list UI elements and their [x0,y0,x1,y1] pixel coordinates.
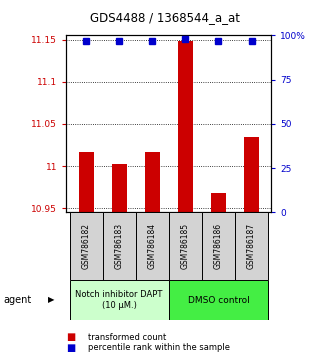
Bar [244,137,259,212]
Bar [211,193,226,212]
Bar [178,41,193,212]
Text: GSM786185: GSM786185 [181,223,190,269]
Bar [70,280,169,320]
Text: GSM786182: GSM786182 [81,223,91,269]
Text: transformed count: transformed count [88,332,166,342]
Bar [145,152,160,212]
Text: GDS4488 / 1368544_a_at: GDS4488 / 1368544_a_at [90,11,241,24]
Bar [169,212,202,280]
Text: Notch inhibitor DAPT
(10 μM.): Notch inhibitor DAPT (10 μM.) [75,290,163,310]
Text: DMSO control: DMSO control [188,296,249,304]
Text: ■: ■ [66,343,75,353]
Bar [79,152,94,212]
Bar [103,212,136,280]
Text: GSM786184: GSM786184 [148,223,157,269]
Text: GSM786186: GSM786186 [214,223,223,269]
Bar [112,164,127,212]
Bar [136,212,169,280]
Text: GSM786187: GSM786187 [247,223,256,269]
Bar [202,212,235,280]
Bar [70,212,103,280]
Text: ■: ■ [66,332,75,342]
Text: percentile rank within the sample: percentile rank within the sample [88,343,230,352]
Text: agent: agent [3,295,31,305]
Bar [235,212,268,280]
Text: ▶: ▶ [48,296,55,304]
Text: GSM786183: GSM786183 [115,223,124,269]
Bar [169,280,268,320]
